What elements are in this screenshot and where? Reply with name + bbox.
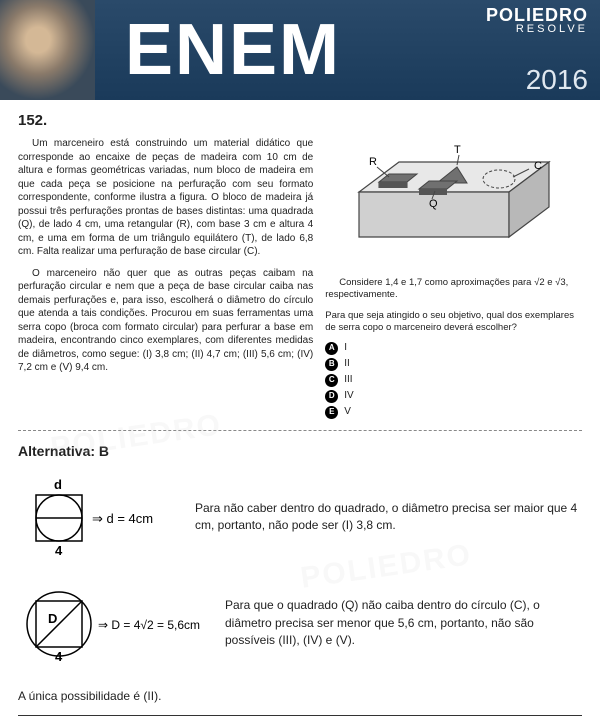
brand-name: POLIEDRO [486,6,588,24]
solution-figure-2: D 4 ⇒ D = 4√2 = 5,6cm [18,583,203,663]
exam-year: 2016 [526,64,588,96]
brand-subtitle: RESOLVE [486,24,588,35]
footer-rule [18,715,582,716]
option-letter-icon: E [325,406,338,419]
question-prompt: Para que seja atingido o seu objetivo, q… [325,310,582,335]
side-label: 4 [55,649,63,663]
question-columns: Um marceneiro está construindo um materi… [18,137,582,420]
side-label: 4 [55,543,63,557]
figure-label-q: Q [429,198,438,210]
question-paragraph-2: O marceneiro não quer que as outras peça… [18,267,313,375]
figure-label-c: C [534,160,542,172]
solution-text-2: Para que o quadrado (Q) não caiba dentro… [225,597,582,649]
option-text: IV [344,388,353,404]
formula-1: ⇒ d = 4cm [92,511,153,526]
wood-block-figure: R T Q C [325,137,582,267]
question-paragraph-1: Um marceneiro está construindo um materi… [18,137,313,259]
option-b: B II [325,356,582,372]
content-area: POLIEDRO POLIEDRO 152. Um marceneiro est… [0,100,600,728]
solution-row-2: D 4 ⇒ D = 4√2 = 5,6cm Para que o quadrad… [18,583,582,663]
question-text-column: Um marceneiro está construindo um materi… [18,137,313,420]
option-text: V [344,404,351,420]
option-a: AI [325,340,582,356]
option-text: II [344,356,350,372]
formula-2: ⇒ D = 4√2 = 5,6cm [98,618,200,632]
brand-block: POLIEDRO RESOLVE [486,6,588,35]
page-header: ENEM POLIEDRO RESOLVE 2016 [0,0,600,100]
header-photo [0,0,95,100]
diameter-label: d [54,477,62,492]
answer-label: Alternativa: B [18,443,582,459]
answer-options: AI BII CIII DIV EV [325,340,582,420]
option-d: D IV [325,388,582,404]
conclusion-text: A única possibilidade é (II). [18,689,582,703]
question-figure-column: R T Q C Considere 1,4 e 1,7 como aproxim… [325,137,582,420]
option-letter-icon: D [325,390,338,403]
exam-title: ENEM [125,9,341,91]
option-c: C III [325,372,582,388]
diagonal-label: D [48,611,57,626]
figure-label-t: T [454,144,461,156]
option-letter-icon: B [325,358,338,371]
figure-label-r: R [369,156,377,168]
solution-text-1: Para não caber dentro do quadrado, o diâ… [195,500,582,535]
option-text: I [344,340,347,356]
option-letter-icon: A [325,342,338,355]
question-number: 152. [18,112,582,129]
option-letter-icon: C [325,374,338,387]
section-divider [18,430,582,431]
option-text: III [344,372,352,388]
solution-row-1: d 4 ⇒ d = 4cm Para não caber dentro do q… [18,477,582,557]
approximation-note: Considere 1,4 e 1,7 como aproximações pa… [325,277,582,302]
solution-figure-1: d 4 ⇒ d = 4cm [18,477,173,557]
option-e: EV [325,404,582,420]
